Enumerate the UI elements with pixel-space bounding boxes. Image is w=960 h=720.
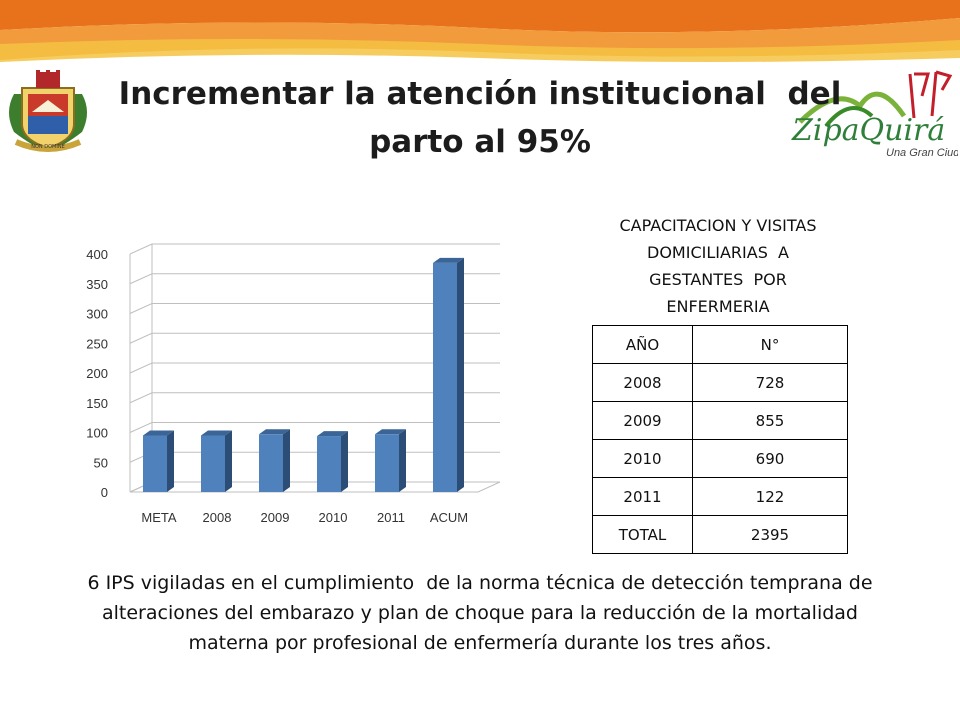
x-tick-label: 2010 bbox=[319, 510, 348, 525]
bar bbox=[375, 434, 399, 492]
table-title-line: DOMICILIARIAS A bbox=[647, 243, 789, 262]
table-total-row: TOTAL 2395 bbox=[592, 515, 848, 554]
gridline bbox=[129, 422, 500, 433]
bar-top bbox=[317, 431, 348, 437]
bar bbox=[317, 436, 341, 492]
x-tick-label: 2008 bbox=[203, 510, 232, 525]
row-year: 2010 bbox=[592, 439, 693, 478]
table-title-line: GESTANTES POR bbox=[649, 270, 787, 289]
header-count: N° bbox=[692, 325, 848, 364]
gridline bbox=[129, 332, 500, 344]
y-tick-label: 250 bbox=[86, 336, 108, 351]
y-tick-label: 150 bbox=[86, 396, 108, 411]
table-row: 2011 122 bbox=[592, 477, 848, 516]
bar-chart: 0 50 100 150 200 250 300 350 400 META 2008 2009 2010… bbox=[86, 243, 501, 525]
bar-top bbox=[375, 429, 406, 435]
table-title: CAPACITACION Y VISITAS DOMICILIARIAS A G… bbox=[588, 212, 848, 320]
zipaquira-logo: ZipaQuirá Una Gran Ciudad bbox=[791, 70, 958, 159]
bar-top bbox=[201, 430, 232, 436]
table-title-line: CAPACITACION Y VISITAS bbox=[619, 216, 817, 235]
logo-tagline: Una Gran Ciudad bbox=[886, 147, 958, 159]
table-title-line: ENFERMERIA bbox=[666, 297, 770, 316]
y-tick-label: 200 bbox=[86, 366, 108, 381]
row-count: 122 bbox=[692, 477, 848, 516]
table-header-row: AÑO N° bbox=[592, 325, 848, 364]
footer-line: 6 IPS vigiladas en el cumplimiento de la… bbox=[87, 572, 873, 594]
gridline bbox=[129, 362, 500, 374]
visits-table: AÑO N° 2008 728 2009 855 2010 690 2011 1… bbox=[592, 325, 848, 554]
bar-side bbox=[399, 429, 406, 492]
bar-side bbox=[457, 257, 464, 492]
title-line-2: parto al 95% bbox=[369, 124, 591, 160]
y-tick-label: 350 bbox=[86, 277, 108, 292]
row-count: 855 bbox=[692, 401, 848, 440]
bar bbox=[259, 434, 283, 492]
y-tick-label: 100 bbox=[86, 426, 108, 441]
x-tick-label: 2009 bbox=[261, 510, 290, 525]
x-tick-label: META bbox=[141, 510, 176, 525]
gridline bbox=[129, 303, 500, 314]
x-tick-label: ACUM bbox=[430, 510, 468, 525]
title-line-1: Incrementar la atención institucional de… bbox=[118, 76, 842, 112]
footer-note: 6 IPS vigiladas en el cumplimiento de la… bbox=[20, 568, 940, 658]
gridline bbox=[129, 273, 500, 285]
crest-motto: NON DOMINE bbox=[31, 144, 64, 150]
bar-top bbox=[259, 429, 290, 435]
gridline bbox=[129, 243, 500, 255]
logo-brand: ZipaQuirá bbox=[791, 113, 945, 148]
bar bbox=[433, 262, 457, 492]
footer-line: alteraciones del embarazo y plan de choq… bbox=[101, 602, 858, 624]
coat-of-arms-logo: NON DOMINE bbox=[9, 70, 87, 152]
table-row: 2008 728 bbox=[592, 363, 848, 402]
bar-side bbox=[283, 429, 290, 492]
bar bbox=[143, 435, 167, 492]
y-tick-label: 400 bbox=[86, 247, 108, 262]
bar-top bbox=[433, 257, 464, 263]
row-year: 2008 bbox=[592, 363, 693, 402]
bar-side bbox=[341, 431, 348, 492]
row-count: 690 bbox=[692, 439, 848, 478]
footer-line: materna por profesional de enfermería du… bbox=[188, 632, 772, 654]
total-count: 2395 bbox=[692, 515, 848, 554]
header-year: AÑO bbox=[592, 325, 693, 364]
row-year: 2011 bbox=[592, 477, 693, 516]
bar bbox=[201, 435, 225, 492]
bar-top bbox=[143, 430, 174, 436]
gridline bbox=[129, 392, 500, 404]
bar-side bbox=[167, 430, 174, 492]
table-row: 2010 690 bbox=[592, 439, 848, 478]
bar-side bbox=[225, 430, 232, 492]
y-tick-label: 300 bbox=[86, 307, 108, 322]
y-tick-label: 0 bbox=[101, 485, 108, 500]
x-tick-label: 2011 bbox=[377, 510, 405, 525]
row-year: 2009 bbox=[592, 401, 693, 440]
total-label: TOTAL bbox=[592, 515, 693, 554]
page-title: Incrementar la atención institucional de… bbox=[100, 70, 860, 166]
y-tick-label: 50 bbox=[94, 455, 108, 470]
row-count: 728 bbox=[692, 363, 848, 402]
table-row: 2009 855 bbox=[592, 401, 848, 440]
header-band bbox=[0, 0, 960, 62]
